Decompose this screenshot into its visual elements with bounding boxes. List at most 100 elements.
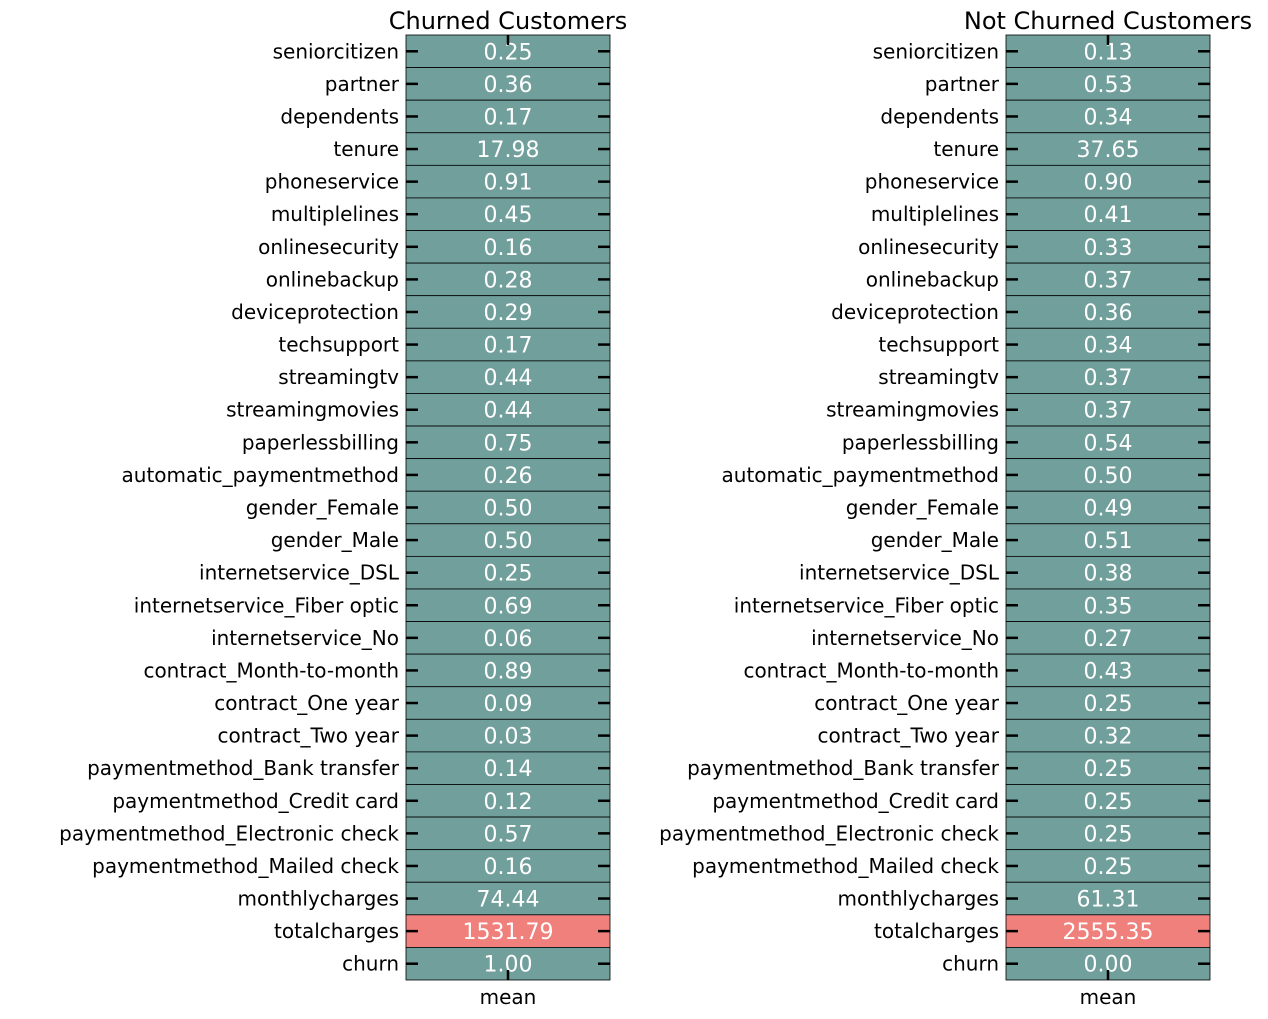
cell-value-label: 0.16 bbox=[484, 855, 533, 880]
heatmap-cell bbox=[405, 555, 611, 590]
row-tick-label: paymentmethod_Bank transfer bbox=[87, 756, 400, 780]
cell-value-label: 0.12 bbox=[484, 790, 533, 815]
cell-value-label: 0.33 bbox=[1084, 236, 1133, 261]
cell-value-label: 1531.79 bbox=[463, 920, 554, 945]
cell-value-label: 0.44 bbox=[484, 366, 533, 391]
row-tick-label: streamingtv bbox=[278, 365, 399, 389]
cell-value-label: 0.50 bbox=[1084, 464, 1133, 489]
row-tick-label: internetservice_Fiber optic bbox=[134, 593, 399, 617]
cell-value-label: 0.25 bbox=[484, 562, 533, 587]
row-tick-label: streamingmovies bbox=[826, 398, 999, 422]
row-tick-label: totalcharges bbox=[874, 919, 999, 943]
row-tick-label: contract_One year bbox=[814, 691, 1000, 715]
heatmap-cell bbox=[405, 230, 611, 264]
row-tick-label: paymentmethod_Credit card bbox=[112, 789, 399, 813]
row-tick-label: dependents bbox=[880, 104, 999, 128]
row-tick-label: onlinesecurity bbox=[258, 235, 399, 259]
chart-title: Churned Customers bbox=[389, 7, 628, 35]
cell-value-label: 61.31 bbox=[1077, 888, 1140, 913]
row-tick-label: tenure bbox=[333, 137, 399, 161]
heatmap-cell bbox=[1005, 947, 1211, 981]
heatmap-cell bbox=[1005, 458, 1211, 492]
cell-value-label: 0.43 bbox=[1084, 659, 1133, 684]
heatmap-cell bbox=[405, 621, 611, 655]
row-tick-label: techsupport bbox=[278, 333, 399, 357]
cell-value-label: 0.37 bbox=[1084, 366, 1133, 391]
row-tick-label: gender_Female bbox=[846, 496, 999, 520]
heatmap-cell bbox=[1005, 523, 1211, 557]
row-tick-label: onlinebackup bbox=[266, 267, 399, 291]
row-tick-label: automatic_paymentmethod bbox=[122, 463, 399, 487]
cell-value-label: 0.25 bbox=[1084, 757, 1133, 782]
heatmap-cell bbox=[405, 523, 611, 557]
row-tick-label: gender_Male bbox=[271, 528, 399, 552]
row-tick-label: paymentmethod_Mailed check bbox=[92, 854, 399, 878]
cell-value-label: 0.51 bbox=[1084, 529, 1133, 554]
row-tick-label: onlinebackup bbox=[866, 267, 999, 291]
heatmap-cell bbox=[1005, 197, 1211, 231]
row-tick-label: internetservice_No bbox=[811, 626, 999, 650]
cell-value-label: 0.57 bbox=[484, 822, 533, 847]
cell-value-label: 0.25 bbox=[1084, 692, 1133, 717]
cell-value-label: 0.25 bbox=[1084, 790, 1133, 815]
heatmap-cell bbox=[405, 425, 611, 460]
cell-value-label: 74.44 bbox=[477, 888, 540, 913]
row-tick-label: internetservice_Fiber optic bbox=[734, 593, 999, 617]
row-tick-label: deviceprotection bbox=[831, 300, 999, 324]
chart-title: Not Churned Customers bbox=[964, 7, 1252, 35]
cell-value-label: 0.25 bbox=[1084, 855, 1133, 880]
heatmap-cell bbox=[1005, 881, 1211, 916]
row-tick-label: seniorcitizen bbox=[873, 39, 999, 63]
cell-value-label: 0.14 bbox=[484, 757, 533, 782]
row-tick-label: tenure bbox=[933, 137, 999, 161]
row-tick-label: deviceprotection bbox=[231, 300, 399, 324]
row-tick-label: paperlessbilling bbox=[242, 430, 399, 454]
heatmap-cell bbox=[1005, 784, 1211, 818]
heatmap-cell bbox=[405, 751, 611, 785]
cell-value-label: 0.54 bbox=[1084, 431, 1133, 456]
cell-value-label: 0.50 bbox=[484, 497, 533, 522]
cell-value-label: 0.50 bbox=[484, 529, 533, 554]
cell-value-label: 0.36 bbox=[1084, 301, 1133, 326]
cell-value-label: 0.75 bbox=[484, 431, 533, 456]
heatmap-cell bbox=[1005, 327, 1211, 362]
cell-value-label: 0.53 bbox=[1084, 73, 1133, 98]
heatmap-cell bbox=[1005, 360, 1211, 394]
cell-value-label: 0.37 bbox=[1084, 399, 1133, 424]
cell-value-label: 0.06 bbox=[484, 627, 533, 652]
cell-value-label: 0.25 bbox=[1084, 822, 1133, 847]
cell-value-label: 0.38 bbox=[1084, 562, 1133, 587]
row-tick-label: streamingtv bbox=[878, 365, 999, 389]
row-tick-label: paymentmethod_Electronic check bbox=[659, 821, 999, 845]
row-tick-label: streamingmovies bbox=[226, 398, 399, 422]
heatmap-cell bbox=[405, 718, 611, 753]
cell-value-label: 0.29 bbox=[484, 301, 533, 326]
row-tick-label: techsupport bbox=[878, 333, 999, 357]
row-tick-label: gender_Male bbox=[871, 528, 999, 552]
cell-value-label: 0.34 bbox=[1084, 334, 1133, 359]
cell-value-label: 0.32 bbox=[1084, 725, 1133, 750]
row-tick-label: contract_Month-to-month bbox=[743, 658, 999, 682]
row-tick-label: contract_Two year bbox=[217, 724, 399, 748]
cell-value-label: 0.09 bbox=[484, 692, 533, 717]
cell-value-label: 17.98 bbox=[477, 138, 540, 163]
heatmap-cell bbox=[405, 458, 611, 492]
heatmap-cell bbox=[1005, 230, 1211, 264]
row-tick-label: gender_Female bbox=[246, 496, 399, 520]
row-tick-label: onlinesecurity bbox=[858, 235, 999, 259]
heatmap-cell bbox=[1005, 295, 1211, 329]
heatmap-cell bbox=[405, 164, 611, 199]
cell-value-label: 0.41 bbox=[1084, 203, 1133, 228]
heatmap-cell bbox=[405, 295, 611, 329]
row-tick-label: paymentmethod_Electronic check bbox=[59, 821, 399, 845]
row-tick-label: partner bbox=[325, 72, 400, 96]
cell-value-label: 2555.35 bbox=[1063, 920, 1154, 945]
row-tick-label: churn bbox=[942, 952, 999, 976]
row-tick-label: contract_One year bbox=[214, 691, 400, 715]
heatmap-cell bbox=[405, 588, 611, 622]
row-tick-label: seniorcitizen bbox=[273, 39, 399, 63]
heatmap-cell bbox=[1005, 425, 1211, 460]
cell-value-label: 0.36 bbox=[484, 73, 533, 98]
column-tick-label: mean bbox=[480, 985, 537, 1009]
